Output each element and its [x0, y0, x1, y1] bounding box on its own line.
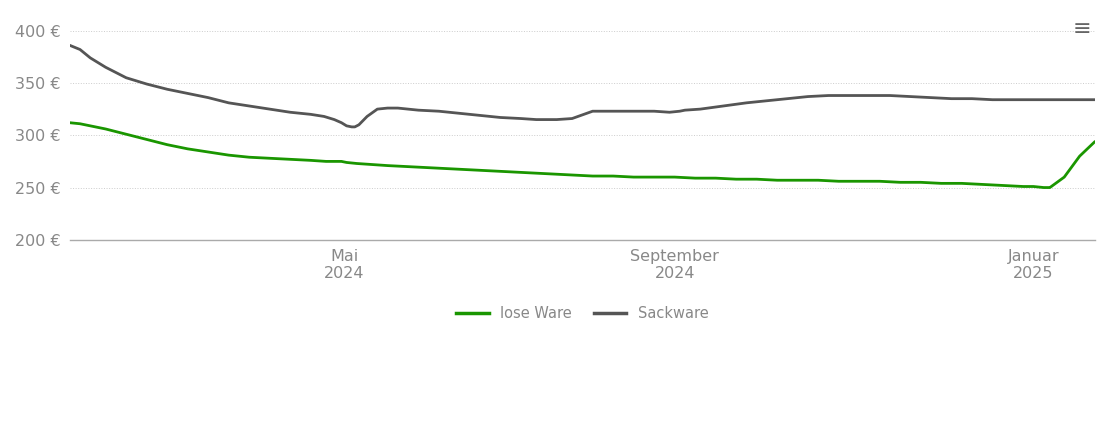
Legend: lose Ware, Sackware: lose Ware, Sackware — [451, 300, 714, 327]
Text: ≡: ≡ — [1072, 19, 1091, 39]
